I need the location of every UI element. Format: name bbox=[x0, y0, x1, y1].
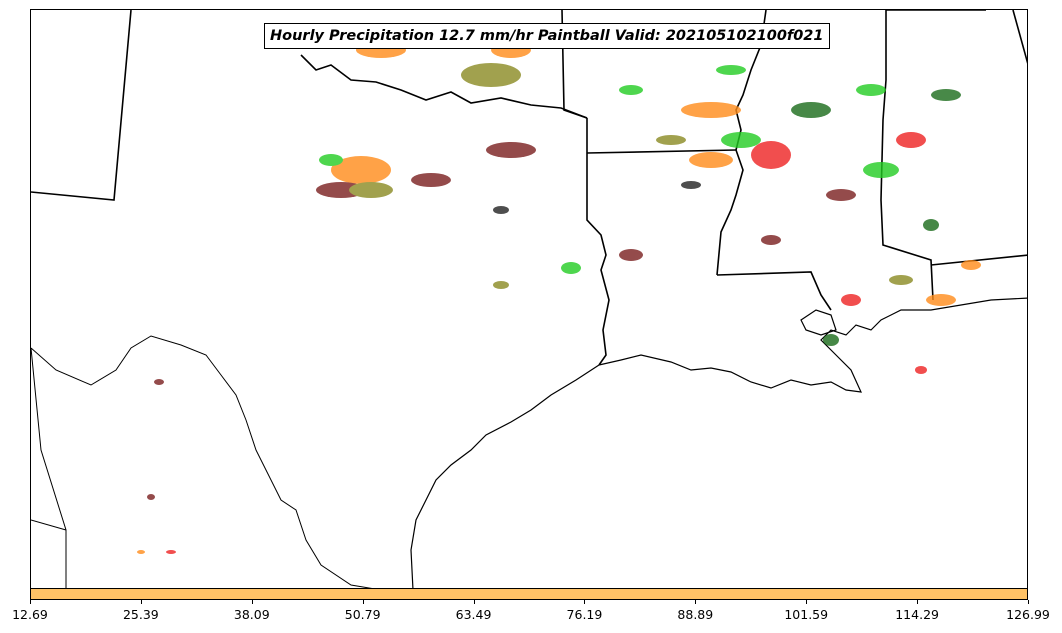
precip-blob bbox=[856, 84, 886, 96]
precip-blob bbox=[147, 494, 155, 500]
precip-blob bbox=[889, 275, 913, 285]
precip-blob bbox=[841, 294, 861, 306]
precip-blob bbox=[721, 132, 761, 148]
precipitation-map bbox=[31, 10, 1027, 588]
precip-blob bbox=[689, 152, 733, 168]
precip-blob bbox=[619, 249, 643, 261]
precip-blob bbox=[166, 550, 176, 554]
precip-blob bbox=[331, 156, 391, 184]
state-boundaries bbox=[31, 10, 1027, 366]
precip-blob bbox=[826, 189, 856, 201]
precip-blob bbox=[923, 219, 939, 231]
precip-blob bbox=[681, 102, 741, 118]
colorbar-tick-mark bbox=[362, 600, 364, 604]
colorbar-tick-label: 63.49 bbox=[455, 607, 492, 622]
precip-blob bbox=[493, 206, 509, 214]
colorbar bbox=[30, 588, 1028, 600]
precip-blob bbox=[461, 63, 521, 87]
precip-blob bbox=[656, 135, 686, 145]
colorbar-tick-label: 101.59 bbox=[784, 607, 829, 622]
precip-blob bbox=[319, 154, 343, 166]
precip-blob bbox=[486, 142, 536, 158]
colorbar-tick-mark bbox=[806, 600, 808, 604]
colorbar-tick-mark bbox=[473, 600, 475, 604]
precip-blob bbox=[137, 550, 145, 554]
precip-blob bbox=[791, 102, 831, 118]
precip-blob bbox=[926, 294, 956, 306]
precip-blob bbox=[716, 65, 746, 75]
colorbar-tick-mark bbox=[695, 600, 697, 604]
colorbar-tick-label: 50.79 bbox=[344, 607, 381, 622]
precip-blob bbox=[561, 262, 581, 274]
precip-blob bbox=[761, 235, 781, 245]
precip-blob bbox=[349, 182, 393, 198]
colorbar-tick-label: 12.69 bbox=[12, 607, 48, 622]
precip-blob bbox=[493, 281, 509, 289]
coastline bbox=[410, 297, 1027, 588]
mexico-boundary bbox=[31, 335, 373, 588]
colorbar-tick-label: 38.09 bbox=[233, 607, 270, 622]
colorbar-tick-label: 76.19 bbox=[566, 607, 603, 622]
colorbar-tick-label: 88.89 bbox=[677, 607, 714, 622]
colorbar-tick-label: 25.39 bbox=[122, 607, 159, 622]
precip-blobs bbox=[137, 42, 981, 554]
precip-blob bbox=[915, 366, 927, 374]
precip-blob bbox=[411, 173, 451, 187]
precip-blob bbox=[823, 334, 839, 346]
precip-blob bbox=[154, 379, 164, 385]
precip-blob bbox=[681, 181, 701, 189]
colorbar-tick-label: 126.99 bbox=[1006, 607, 1050, 622]
map-panel: Hourly Precipitation 12.7 mm/hr Paintbal… bbox=[30, 9, 1028, 589]
map-title: Hourly Precipitation 12.7 mm/hr Paintbal… bbox=[264, 23, 830, 49]
precip-blob bbox=[863, 162, 899, 178]
precip-blob bbox=[896, 132, 926, 148]
precip-blob bbox=[931, 89, 961, 101]
precip-blob bbox=[751, 141, 791, 169]
colorbar-tick-mark bbox=[251, 600, 253, 604]
colorbar-tick-mark bbox=[584, 600, 586, 604]
colorbar-tick-label: 114.29 bbox=[895, 607, 939, 622]
colorbar-tick-mark bbox=[917, 600, 919, 604]
colorbar-tick-mark bbox=[30, 600, 31, 604]
precip-blob bbox=[961, 260, 981, 270]
colorbar-tick-mark bbox=[1028, 600, 1029, 604]
colorbar-tick-mark bbox=[140, 600, 142, 604]
precip-blob bbox=[619, 85, 643, 95]
